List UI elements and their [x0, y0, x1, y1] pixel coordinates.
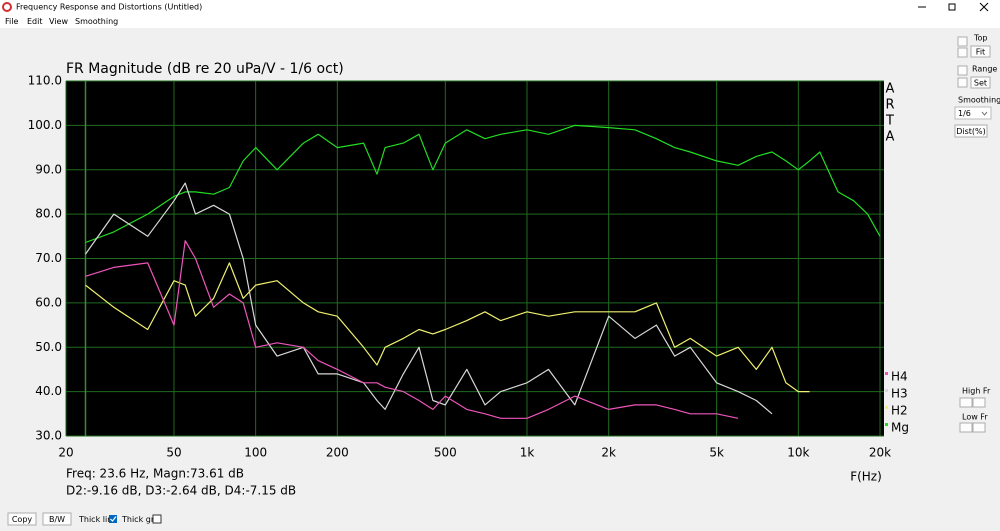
x-tick-label: 100	[244, 446, 267, 460]
low-right[interactable]	[972, 422, 986, 433]
series-line	[85, 124, 881, 244]
readout: D2:-9.16 dB, D3:-2.64 dB, D4:-7.15 dB	[66, 484, 296, 498]
y-tick-label: 60.0	[35, 295, 62, 309]
set-button[interactable]	[970, 76, 991, 89]
legend-label: H4	[891, 370, 908, 384]
thick-grid-label: Thick grid	[121, 515, 161, 524]
thick-grid-checkbox[interactable]	[152, 514, 162, 524]
smoothing-label: Smoothing	[958, 96, 1000, 105]
low-left[interactable]	[959, 422, 973, 433]
x-tick-label: 5k	[709, 446, 724, 460]
readout: Freq: 23.6 Hz, Magn:73.61 dB	[66, 467, 244, 481]
menu: File Edit View Smoothing	[5, 17, 118, 26]
x-axis-label: F(Hz)	[850, 470, 882, 484]
range-up[interactable]	[957, 65, 968, 76]
menu-bar	[0, 15, 1000, 28]
range-label: Range	[972, 65, 997, 74]
set-label: Set	[974, 79, 987, 88]
legend-label: H2	[891, 404, 908, 418]
fit-label: Fit	[976, 48, 985, 57]
legend-swatch	[885, 389, 888, 392]
smoothing-select[interactable]	[954, 106, 992, 120]
x-tick-label: 10k	[787, 446, 809, 460]
app-icon	[2, 2, 12, 12]
series-line	[85, 182, 773, 415]
title-bar	[0, 0, 1000, 15]
x-tick-label: 2k	[601, 446, 616, 460]
grid	[65, 80, 884, 437]
x-tick-label: 50	[166, 446, 181, 460]
watermark-letter: A	[886, 130, 895, 145]
x-tick-label: 200	[326, 446, 349, 460]
x-tick-label: 500	[434, 446, 457, 460]
copy-button[interactable]	[7, 512, 37, 526]
y-tick-label: 70.0	[35, 251, 62, 265]
fit-button[interactable]	[970, 45, 991, 58]
high-left[interactable]	[959, 397, 973, 408]
high-fr-label: High Fr	[962, 387, 991, 396]
close[interactable]	[979, 2, 989, 12]
y-tick-label: 110.0	[28, 74, 62, 88]
menu-item[interactable]: File	[5, 17, 18, 26]
smoothing-value: 1/6	[958, 109, 971, 118]
x-tick-label: 1k	[520, 446, 535, 460]
x-tick-label: 20	[58, 446, 73, 460]
dist-label: Dist(%)	[956, 127, 986, 136]
chart-title: FR Magnitude (dB re 20 uPa/V - 1/6 oct)	[66, 61, 344, 77]
watermark-letter: R	[885, 98, 894, 113]
watermark-letter: T	[885, 114, 894, 129]
select-arrow	[981, 111, 988, 116]
y-tick-label: 80.0	[35, 207, 62, 221]
maximize[interactable]	[948, 3, 956, 11]
menu-item[interactable]: Smoothing	[75, 17, 118, 26]
top-up[interactable]	[957, 36, 968, 47]
range-down[interactable]	[957, 77, 968, 88]
thick-line-checkbox[interactable]	[109, 515, 117, 523]
legend-swatch	[885, 372, 888, 375]
series-line	[85, 262, 810, 393]
menu-item[interactable]: View	[49, 17, 68, 26]
bw-label: B/W	[49, 515, 65, 524]
y-tick-label: 90.0	[35, 162, 62, 176]
y-tick-label: 100.0	[28, 118, 62, 132]
watermark-letter: A	[886, 82, 895, 97]
high-right[interactable]	[972, 397, 986, 408]
legend-label: H3	[891, 387, 908, 401]
y-tick-label: 50.0	[35, 340, 62, 354]
low-fr-label: Low Fr	[962, 413, 988, 422]
window-title: Frequency Response and Distortions (Unti…	[16, 3, 202, 12]
legend-label: Mg	[891, 421, 909, 435]
x-tick-label: 20k	[869, 446, 891, 460]
bw-button[interactable]	[42, 512, 72, 526]
top-label: Top	[973, 34, 988, 43]
legend-swatch	[885, 423, 888, 426]
check	[110, 516, 117, 522]
top-down[interactable]	[957, 47, 968, 58]
y-tick-label: 30.0	[35, 429, 62, 443]
lines	[85, 124, 881, 419]
dist-button[interactable]	[954, 124, 988, 138]
y-tick-label: 40.0	[35, 384, 62, 398]
series-line	[85, 240, 739, 419]
legend-swatch	[885, 406, 888, 409]
menu-item[interactable]: Edit	[27, 17, 43, 26]
thick-line-label: Thick line	[78, 515, 117, 524]
copy-label: Copy	[12, 515, 33, 524]
